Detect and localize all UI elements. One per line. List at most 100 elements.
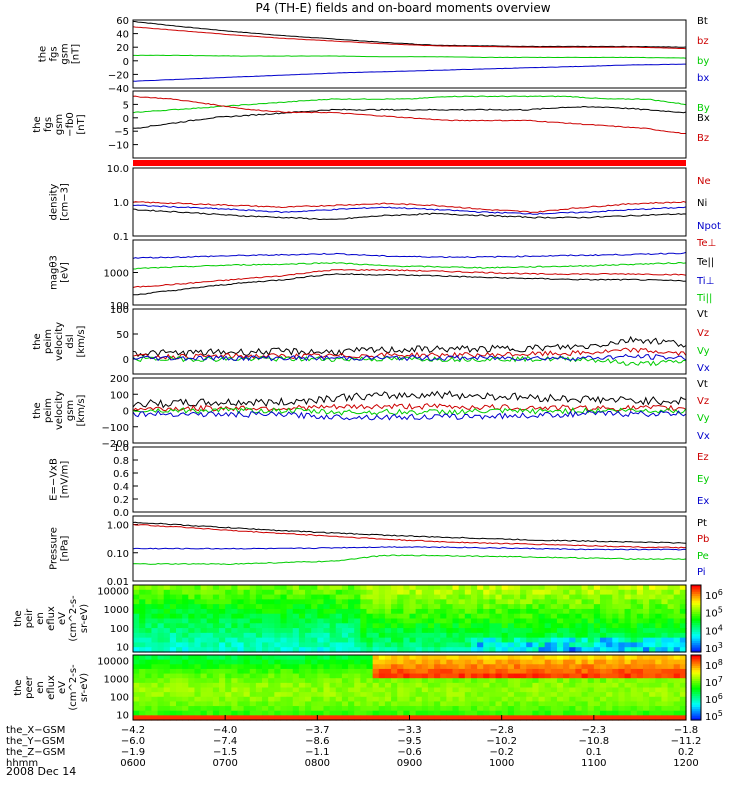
heatmap-cell [274,710,282,716]
heatmap-cell [550,692,558,698]
heatmap-cell [225,715,232,721]
heatmap-cell [507,701,515,707]
heatmap-cell [544,589,552,596]
heatmap-cell [243,678,251,684]
heatmap-cell [219,594,226,600]
heatmap-cell [317,647,325,653]
heatmap-cell [593,696,601,703]
heatmap-cell [624,701,632,707]
heatmap-cell [360,673,368,679]
heatmap-cell [348,668,355,675]
heatmap-cell [513,659,521,665]
heatmap-cell [415,673,423,679]
heatmap-cell [286,647,294,653]
heatmap-cell [298,659,306,665]
heatmap-cell [391,613,398,620]
heatmap-cell [280,710,288,716]
legend-Vx: Vx [697,363,710,374]
colorbar-segment [691,622,701,626]
heatmap-cell [593,664,601,670]
heatmap-cell [391,715,398,721]
heatmap-cell [642,618,650,624]
heatmap-cell [176,696,183,703]
heatmap-cell [587,701,595,707]
heatmap-cell [642,613,650,620]
heatmap-cell [139,632,146,639]
heatmap-cell [458,647,466,653]
heatmap-cell [157,594,165,600]
heatmap-cell [249,659,257,665]
heatmap-cell [298,678,306,684]
heatmap-cell [151,664,159,670]
heatmap-cell [391,673,398,679]
heatmap-cell [323,599,331,605]
heatmap-cell [532,642,540,648]
colorbar-segment [691,689,701,693]
heatmap-cell [581,659,589,665]
heatmap-cell [661,637,669,644]
heatmap-cell [470,599,478,605]
heatmap-cell [133,706,140,712]
heatmap-cell [354,608,361,615]
heatmap-cell [520,659,527,665]
heatmap-cell [655,585,663,591]
heatmap-cell [538,604,546,610]
heatmap-cell [243,604,251,610]
heatmap-cell [606,623,613,629]
heatmap-cell [569,608,576,615]
heatmap-cell [421,623,429,629]
heatmap-cell [618,613,626,620]
heatmap-cell [298,696,306,703]
heatmap-cell [163,613,171,620]
heatmap-cell [182,628,189,634]
heatmap-cell [145,599,153,605]
heatmap-cell [249,696,257,703]
heatmap-cell [409,710,417,716]
heatmap-cell [421,701,429,707]
heatmap-cell [231,623,239,629]
heatmap-cell [157,701,165,707]
heatmap-cell [219,701,226,707]
heatmap-cell [415,696,423,703]
heatmap-cell [169,673,177,679]
heatmap-cell [470,696,478,703]
heatmap-cell [532,637,540,644]
heatmap-cell [354,692,361,698]
heatmap-cell [458,637,466,644]
heatmap-cell [249,647,257,653]
heatmap-cell [274,659,282,665]
heatmap-cell [341,642,349,648]
heatmap-cell [667,659,675,665]
heatmap-cell [440,623,447,629]
heatmap-cell [477,599,484,605]
heatmap-cell [532,715,540,721]
heatmap-cell [440,589,447,596]
heatmap-cell [243,632,251,639]
heatmap-cell [556,613,564,620]
heatmap-cell [587,706,595,712]
heatmap-cell [520,668,527,675]
heatmap-cell [513,715,521,721]
heatmap-cell [329,647,337,653]
heatmap-cell [145,608,153,615]
panel-frame [132,584,687,653]
heatmap-cell [397,628,404,634]
heatmap-cell [563,594,570,600]
heatmap-cell [200,642,208,648]
heatmap-cell [249,673,257,679]
heatmap-cell [341,628,349,634]
heatmap-cell [470,673,478,679]
heatmap-cell [397,618,404,624]
heatmap-cell [206,687,214,693]
x-tick-label: −7.4 [213,736,237,747]
heatmap-cell [403,585,411,591]
heatmap-cell [274,628,282,634]
heatmap-cell [575,637,583,644]
heatmap-cell [286,692,294,698]
colorbar-label: 103 [705,641,723,655]
heatmap-cell [440,692,447,698]
heatmap-cell [464,668,472,675]
heatmap-cell [501,608,509,615]
heatmap-cell [305,608,312,615]
heatmap-cell [624,589,632,596]
